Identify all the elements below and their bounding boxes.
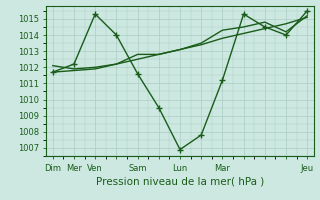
X-axis label: Pression niveau de la mer( hPa ): Pression niveau de la mer( hPa ) <box>96 177 264 187</box>
